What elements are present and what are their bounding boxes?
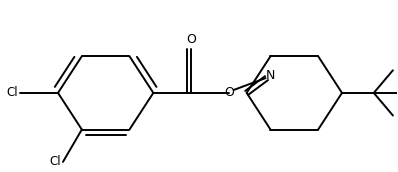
Text: O: O: [224, 86, 234, 99]
Text: N: N: [266, 69, 275, 82]
Text: Cl: Cl: [7, 86, 18, 99]
Text: Cl: Cl: [49, 155, 61, 168]
Text: O: O: [186, 33, 196, 46]
